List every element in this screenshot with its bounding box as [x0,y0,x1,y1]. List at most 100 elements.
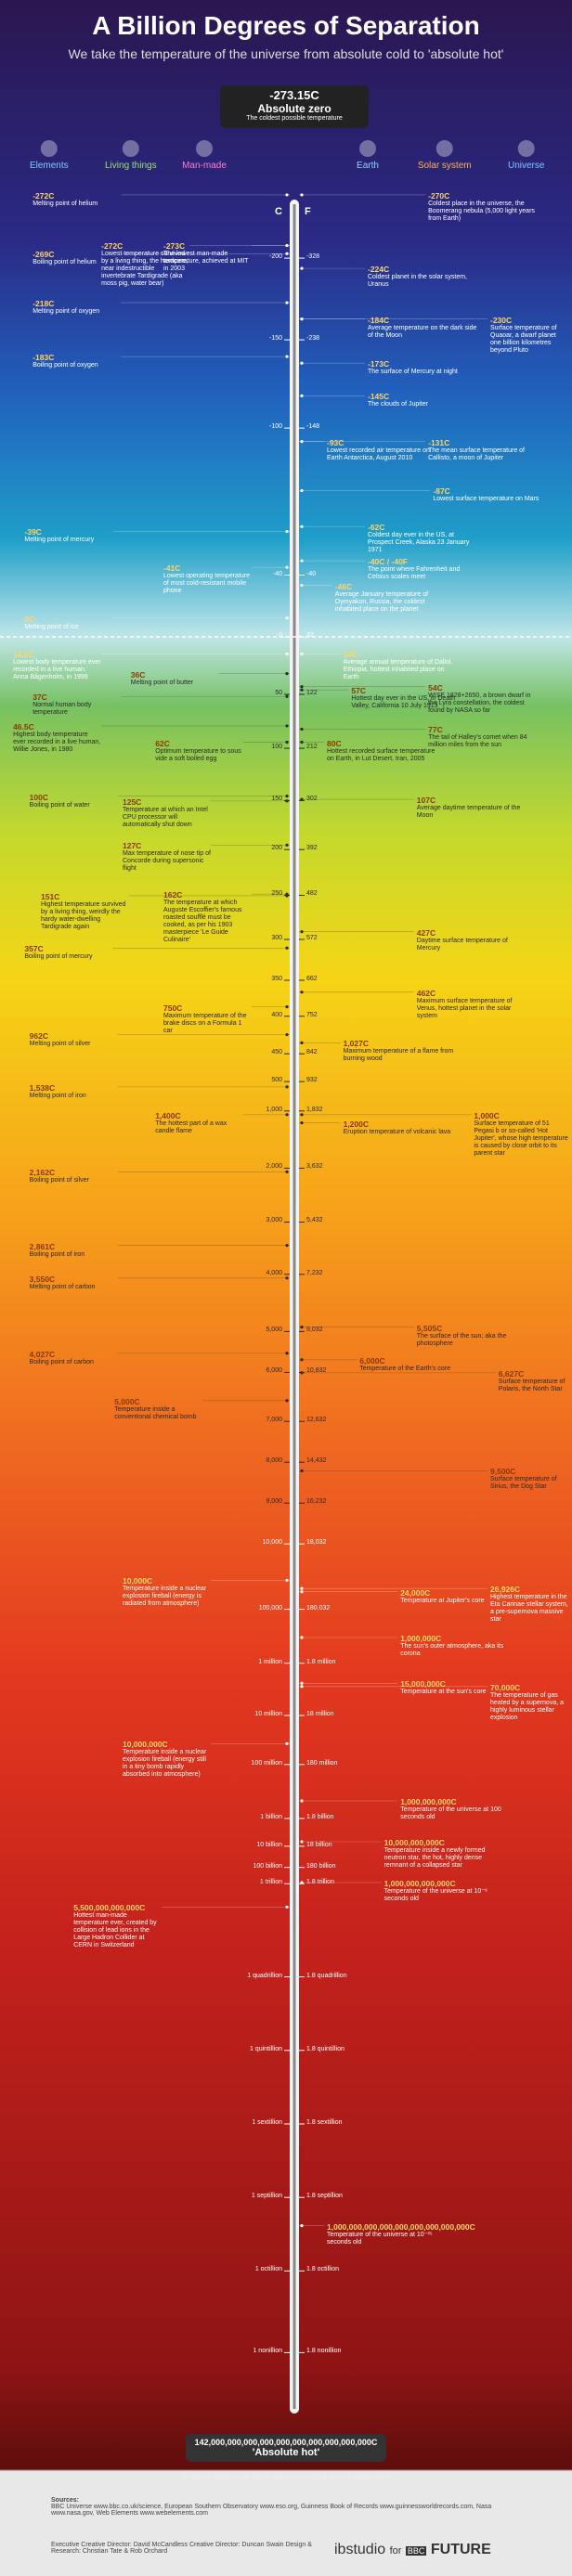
fahrenheit-tick-label: 5,432 [306,1217,323,1224]
fahrenheit-tick-label: 180 million [306,1759,338,1767]
fact-temp: -173C [368,359,390,369]
fact-temp: 6,627C [498,1368,525,1379]
celsius-tick-label: 200 [271,845,282,852]
fact: 1,000,000,000,000,000,000,000,000,000C Te… [327,2222,475,2246]
fahrenheit-tick-label: 32 [306,632,314,640]
fact-text: Melting point of carbon [29,1283,96,1290]
connector-dot [300,727,304,731]
fahrenheit-tick-label: 122 [306,690,318,696]
connector-dot [285,301,289,304]
bottom-note: Or Planck Temperature, above which conve… [182,2474,390,2480]
fact-text: Maximum surface temperature of Venus, ho… [416,997,513,1019]
fact-text: Maximum temperature of the brake discs o… [163,1012,247,1034]
category-label: Universe [507,161,545,171]
fact-text: Temperature at which an Intel CPU proces… [123,806,208,828]
fact: 15,000,000C Temperature at the sun's core [400,1679,512,1696]
bottom-name: 'Absolute hot' [252,2447,320,2458]
fact-text: The point where Fahrenheit and Celsius s… [368,566,461,581]
category-label: Earth [357,161,379,171]
fact-text: Lowest surface temperature on Mars [433,496,540,503]
fact-temp: 427C [416,927,436,938]
fact-temp: -145C [368,392,390,402]
fact-temp: -62C [368,523,385,533]
fact: 962C Melting point of silver [30,1031,118,1048]
fact-temp: -269C [32,250,55,260]
fact-temp: 57C [351,686,366,696]
fahrenheit-tick-label: 932 [306,1077,318,1084]
fact: 14.2C Lowest body temperature ever record… [13,650,101,681]
fahrenheit-tick-label: 392 [306,845,318,852]
fact-text: Hottest day ever in the US, in Death Val… [351,695,456,710]
fact: 80C Hottest recorded surface temperature … [327,739,438,763]
connector-dot [285,1352,289,1355]
fact-text: Highest body temperature ever recorded i… [13,731,101,753]
fact-temp: 125C [123,796,142,807]
fact-text: Coldest place in the universe, the Boome… [428,200,535,222]
connector-dot [285,795,289,798]
celsius-tick-label: 1 million [258,1658,282,1665]
connector-dot [285,946,289,950]
fact-temp: 26,926C [490,1585,521,1595]
fact: 37C Normal human body temperature [32,693,121,717]
logo-ib: ibstudio [334,2542,386,2557]
fact: -173C The surface of Mercury at night [368,359,479,376]
fact: 34C Average annual temperature of Dallol,… [344,650,455,681]
fahrenheit-tick-label: 302 [306,796,318,803]
connector-dot [300,1121,304,1125]
category-label: Solar system [417,161,472,171]
fact: -145C The clouds of Jupiter [368,392,479,408]
celsius-tick-label: 8,000 [266,1457,282,1465]
fact: -224C Coldest planet in the solar system,… [368,265,479,289]
fahrenheit-tick-label: 16,232 [306,1498,327,1506]
fact: 10,000C Temperature inside a nuclear expl… [123,1576,211,1608]
fact: -272C Melting point of helium [32,191,121,208]
fact-text: Melting point of mercury [24,537,95,544]
fact-text: The hottest part of a wax candle flame [155,1120,228,1134]
fact: 70,000C The temperature of gas heated by … [490,1683,568,1722]
fact-text: Lowest operating temperature of most col… [163,573,250,595]
fahrenheit-tick-label: -328 [306,253,320,261]
fact: 127C Max temperature of nose tip of Conco… [123,841,211,873]
fact: 10,000,000,000C Temperature inside a newl… [384,1838,496,1870]
connector-dot [300,1371,304,1375]
celsius-tick-label: 1,000 [266,1106,282,1113]
fahrenheit-tick-label: 1.8 sextillion [306,2119,343,2126]
fact: -39C Melting point of mercury [24,527,112,544]
fact-text: Temperature of the universe at 10⁻⁶ seco… [384,1888,488,1902]
fahrenheit-tick-label: 1.8 quintillion [306,2045,344,2052]
celsius-tick-label: 0 [279,632,282,640]
connector-dot [300,1326,304,1329]
fact-temp: -131C [428,437,450,447]
fahrenheit-tick-label: 1.8 billion [306,1813,334,1820]
fact: -40C / -40F The point where Fahrenheit an… [368,557,479,581]
fact-text: Melting point of silver [29,1040,91,1047]
fact: 77C The tail of Halley's comet when 84 mi… [428,725,540,749]
celsius-tick-label: 7,000 [266,1417,282,1424]
fact-text: Boiling point of carbon [29,1358,94,1366]
fact-temp: -218C [32,299,55,309]
connector-dot [300,266,304,270]
connector-dot [285,1244,289,1248]
fact-temp: -224C [368,265,390,275]
celsius-tick-label: 350 [271,976,282,982]
fact: -183C Boiling point of oxygen [32,353,121,369]
connector-dot [300,1681,304,1685]
connector-dot [300,688,304,692]
celsius-tick-label: -40 [272,570,282,577]
logo-bbc: BBC [405,2546,427,2556]
celsius-tick-label: 4,000 [266,1269,282,1276]
fact-text: The lowest man-made temperature, achieve… [163,251,249,273]
fact-temp: 2,162C [29,1168,56,1178]
celsius-tick-label: 100 billion [253,1862,282,1870]
connector-dot [285,243,289,248]
fact: 24,000C Temperature at Jupiter's core [400,1588,512,1605]
fact: 62C Optimum temperature to sous vide a so… [155,739,243,763]
category-icon [517,140,535,157]
fact-temp: 9,500C [490,1467,516,1477]
connector-dot [300,193,304,197]
connector-dot [285,740,289,744]
fact-text: Temperature inside a newly formed neutro… [384,1847,486,1869]
celsius-tick-label: -150 [268,335,282,343]
fact: -230C Surface temperature of Quaoar, a dw… [490,316,568,355]
